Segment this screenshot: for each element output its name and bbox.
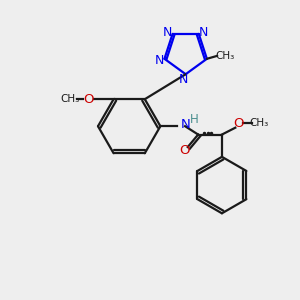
Text: O: O	[179, 143, 189, 157]
Text: N: N	[180, 118, 190, 131]
Text: O: O	[84, 93, 94, 106]
Text: CH₃: CH₃	[250, 118, 269, 128]
Text: H: H	[190, 113, 199, 126]
Text: CH₃: CH₃	[60, 94, 80, 104]
Text: N: N	[199, 26, 208, 39]
Text: CH₃: CH₃	[216, 51, 235, 61]
Text: N: N	[178, 73, 188, 86]
Text: N: N	[155, 54, 164, 67]
Text: O: O	[233, 117, 244, 130]
Text: N: N	[163, 26, 172, 39]
